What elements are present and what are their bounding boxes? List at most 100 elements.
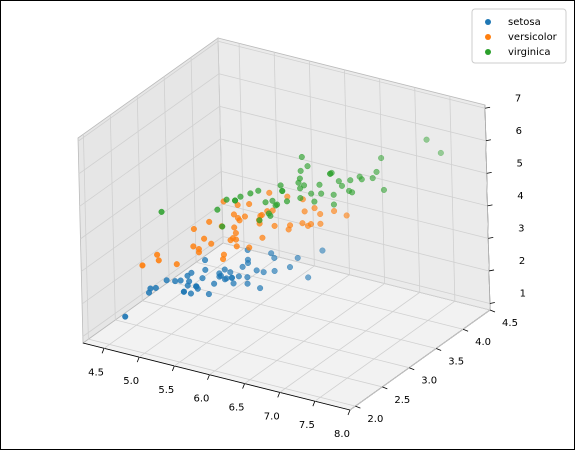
x-tick-label: 7.5 xyxy=(299,420,315,431)
point xyxy=(244,274,251,281)
grid-line xyxy=(169,281,437,349)
point xyxy=(283,198,291,205)
grid-line xyxy=(81,171,222,272)
z-tick-mark xyxy=(489,302,495,304)
y-tick-mark xyxy=(462,328,469,332)
x-tick-label: 7.0 xyxy=(264,411,280,422)
grid-line xyxy=(79,106,220,207)
point xyxy=(299,220,306,227)
grid-line xyxy=(222,236,490,304)
point xyxy=(269,197,276,204)
point xyxy=(335,178,342,185)
point xyxy=(349,189,356,196)
grid-line xyxy=(109,114,116,320)
point xyxy=(271,267,278,275)
point xyxy=(259,234,266,241)
x-tick-label: 4.5 xyxy=(88,367,104,378)
point xyxy=(298,153,305,161)
points xyxy=(122,136,444,320)
y-tick-label: 3.0 xyxy=(421,376,437,387)
point xyxy=(311,198,318,205)
legend-label: virginica xyxy=(508,47,551,58)
point xyxy=(193,283,200,290)
grid-line xyxy=(81,203,223,305)
point xyxy=(234,201,241,209)
grid-line xyxy=(222,242,491,311)
point xyxy=(260,269,267,276)
legend-marker xyxy=(485,34,491,40)
grid-line xyxy=(484,104,491,311)
point xyxy=(202,257,209,264)
point xyxy=(343,212,350,219)
z-tick-label: 7 xyxy=(515,93,521,104)
point xyxy=(187,290,194,297)
y-tick-label: 2.5 xyxy=(394,395,410,406)
grid-line xyxy=(78,73,220,175)
point xyxy=(279,187,286,195)
point xyxy=(373,168,380,175)
z-tick-mark xyxy=(485,106,491,109)
point xyxy=(239,263,246,270)
point xyxy=(122,313,129,320)
point xyxy=(228,274,235,281)
point xyxy=(308,190,315,197)
point xyxy=(271,254,278,261)
z-tick-mark xyxy=(486,171,492,174)
x-tick-label: 6.5 xyxy=(229,403,245,414)
point xyxy=(301,208,308,215)
point xyxy=(423,136,430,143)
grid-line xyxy=(195,261,464,330)
x-tick-mark xyxy=(101,348,105,354)
point xyxy=(330,201,337,208)
point xyxy=(256,217,263,224)
z-tick-label: 6 xyxy=(516,126,522,137)
point xyxy=(318,190,325,197)
grid-line xyxy=(379,78,386,284)
x-tick-mark xyxy=(207,374,210,380)
point xyxy=(184,272,191,279)
grid-line xyxy=(82,134,89,340)
point xyxy=(173,261,180,268)
point xyxy=(286,264,294,271)
point xyxy=(221,266,228,273)
point xyxy=(244,256,251,263)
point xyxy=(356,173,363,180)
point xyxy=(158,208,165,215)
point xyxy=(180,288,187,295)
grid-line xyxy=(217,40,486,109)
point xyxy=(317,220,324,227)
point xyxy=(233,243,240,250)
x-tick-label: 6.0 xyxy=(194,394,210,405)
point xyxy=(271,222,278,229)
point xyxy=(330,191,337,198)
point xyxy=(232,197,239,204)
point xyxy=(236,217,243,224)
grid-line xyxy=(115,319,383,388)
x-tick-label: 5.5 xyxy=(158,385,174,396)
grid-line xyxy=(77,40,219,142)
z-tick-mark xyxy=(488,269,495,272)
z-tick-label: 5 xyxy=(516,158,522,169)
legend: setosa versicolor virginica xyxy=(471,8,567,64)
y-tick-mark xyxy=(489,309,496,313)
point xyxy=(316,181,323,188)
point xyxy=(232,236,240,243)
point xyxy=(247,190,254,197)
grid-line xyxy=(142,300,410,369)
z-tick-label: 1 xyxy=(520,288,526,299)
point xyxy=(268,250,275,257)
y-tick-label: 4.5 xyxy=(502,318,518,329)
grid-line xyxy=(88,338,356,407)
grid-line xyxy=(217,37,224,244)
point xyxy=(297,167,304,174)
point xyxy=(331,207,338,215)
grid-line xyxy=(220,138,488,207)
point xyxy=(208,240,215,247)
z-tick-mark xyxy=(487,204,493,207)
x-tick-mark xyxy=(347,409,351,416)
point xyxy=(257,285,264,292)
point xyxy=(311,205,318,212)
point xyxy=(347,177,354,184)
point xyxy=(152,284,159,291)
